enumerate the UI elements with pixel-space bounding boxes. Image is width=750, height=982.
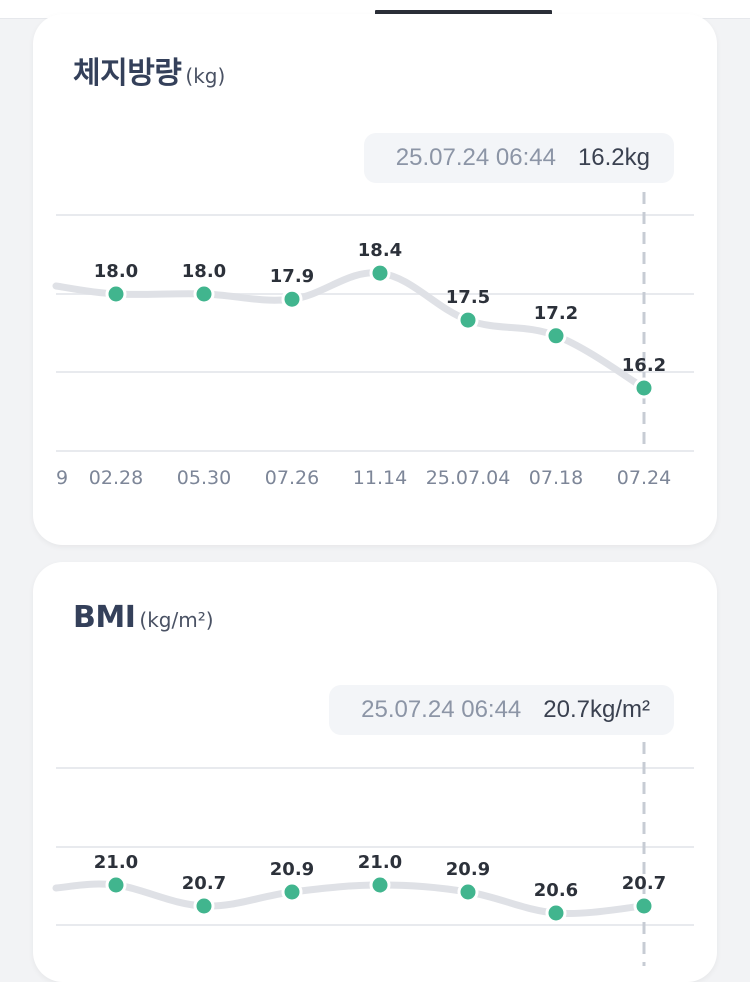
x-tick-label: 02.28 <box>89 467 143 489</box>
x-tick-label: 07.24 <box>617 467 671 489</box>
body-fat-card: 체지방량 (kg) 25.07.24 06:44 16.2kg 18.0 18.0 1… <box>33 14 717 545</box>
data-label: 20.9 <box>446 859 490 880</box>
data-label: 17.9 <box>270 266 314 287</box>
data-label: 20.7 <box>622 873 666 894</box>
data-point[interactable] <box>457 881 479 903</box>
x-tick-label: 9 <box>56 467 68 489</box>
tooltip-value: 20.7kg/m² <box>543 696 650 723</box>
bmi-card: BMI (kg/m²) 25.07.24 06:44 20.7kg/m² 21.0… <box>33 562 717 982</box>
data-point[interactable] <box>545 902 567 924</box>
data-point[interactable] <box>193 895 215 917</box>
data-point[interactable] <box>545 325 567 347</box>
data-label: 16.2 <box>622 355 666 376</box>
card-title-unit: (kg/m²) <box>139 608 214 632</box>
data-label: 18.4 <box>358 240 402 261</box>
data-point[interactable] <box>633 895 655 917</box>
tooltip-value: 16.2kg <box>577 144 650 171</box>
card-title-unit: (kg) <box>185 64 226 88</box>
selected-point-tooltip: 25.07.24 06:44 20.7kg/m² <box>329 685 674 735</box>
card-title-text: BMI <box>73 600 136 635</box>
active-tab-indicator <box>375 10 552 16</box>
data-point[interactable] <box>105 283 127 305</box>
x-tick-label: 07.18 <box>529 467 583 489</box>
tooltip-time: 25.07.24 06:44 <box>361 696 522 723</box>
data-label: 21.0 <box>358 852 402 873</box>
data-point[interactable] <box>457 309 479 331</box>
data-point[interactable] <box>105 874 127 896</box>
data-label: 20.6 <box>534 880 578 901</box>
bmi-chart[interactable]: 21.0 20.7 20.9 21.0 20.9 20.6 20.7 <box>33 562 717 982</box>
tooltip-time: 25.07.24 06:44 <box>395 144 556 171</box>
data-point[interactable] <box>369 874 391 896</box>
data-label: 20.7 <box>182 873 226 894</box>
data-point[interactable] <box>633 377 655 399</box>
x-tick-label: 05.30 <box>177 467 231 489</box>
x-tick-label: 07.26 <box>265 467 319 489</box>
data-label: 20.9 <box>270 859 314 880</box>
data-label: 18.0 <box>182 261 226 282</box>
body-fat-chart[interactable]: 18.0 18.0 17.9 18.4 17.5 17.2 16.2 9 02.28 05.30 0… <box>33 14 717 545</box>
data-label: 18.0 <box>94 261 138 282</box>
data-point[interactable] <box>281 288 303 310</box>
data-point[interactable] <box>281 881 303 903</box>
data-label: 21.0 <box>94 852 138 873</box>
x-tick-label: 11.14 <box>353 467 407 489</box>
selected-point-tooltip: 25.07.24 06:44 16.2kg <box>363 133 674 183</box>
card-title-text: 체지방량 <box>73 56 182 91</box>
card-title: 체지방량 (kg) <box>73 48 225 92</box>
x-tick-label: 25.07.04 <box>426 467 511 489</box>
data-point[interactable] <box>193 283 215 305</box>
data-point[interactable] <box>369 262 391 284</box>
data-label: 17.2 <box>534 303 578 324</box>
card-title: BMI (kg/m²) <box>73 600 214 635</box>
data-label: 17.5 <box>446 287 490 308</box>
